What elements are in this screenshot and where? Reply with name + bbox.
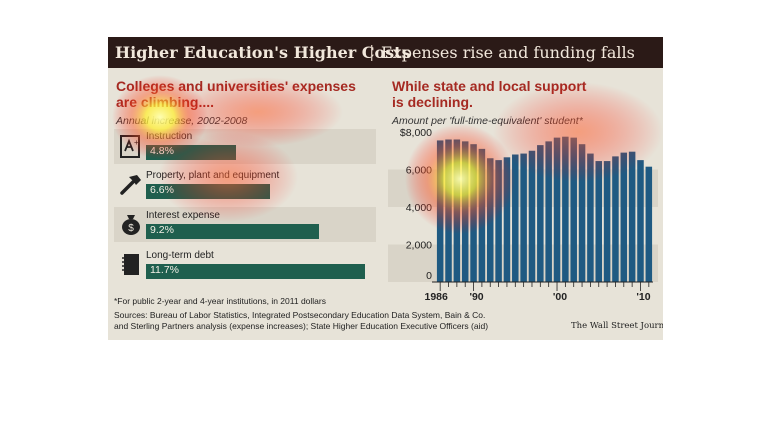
x-tick-label: 1986 [424, 291, 448, 303]
x-tick-label: '10 [636, 291, 650, 303]
expense-bar-debt [146, 264, 366, 279]
support-bar-2004 [587, 153, 594, 282]
footnote: *For public 2-year and 4-year institutio… [114, 296, 326, 306]
expense-value-property: 6.6% [150, 184, 174, 196]
left-heading-line1: Colleges and universities' expenses [116, 78, 356, 94]
support-bar-2003 [578, 144, 586, 282]
support-bar-2006 [603, 161, 611, 282]
sources-line1: Sources: Bureau of Labor Statistics, Int… [114, 310, 486, 320]
book-icon: + [120, 135, 140, 158]
support-bar-2007 [612, 156, 619, 282]
support-bar-2010 [637, 160, 644, 282]
support-bar-1996 [520, 153, 527, 282]
support-bar-2001 [562, 136, 569, 282]
support-bar-1993 [495, 160, 502, 282]
chart-x-ticks: 1986 '90 '00 '10 [424, 281, 653, 303]
support-bar-1991 [478, 148, 486, 282]
support-chart: 0 2,000 4,000 6,000 $8,000 1986 '90 '00 '10 [388, 127, 658, 303]
support-bar-1989 [461, 141, 469, 282]
support-bar-2005 [595, 161, 603, 282]
expense-label-interest: Interest expense [146, 210, 220, 221]
expense-label-property: Property, plant and equipment [146, 170, 280, 181]
expense-value-interest: 9.2% [150, 224, 174, 236]
support-bar-2008 [620, 152, 628, 282]
right-heading-line1: While state and local support [392, 78, 587, 94]
support-bar-2000 [553, 137, 561, 282]
hammer-icon [120, 175, 141, 195]
support-bar-1994 [503, 157, 511, 282]
title-subtitle: Expenses rise and funding falls [381, 43, 635, 62]
sources-line2: and Sterling Partners analysis (expense … [114, 321, 489, 331]
svg-text:$: $ [128, 223, 134, 234]
expense-bar-interest [146, 224, 319, 239]
support-bar-2009 [628, 151, 636, 282]
y-tick-label: $8,000 [400, 127, 432, 139]
svg-text:+: + [134, 138, 139, 147]
title-bar: Higher Education's Higher Costs | Expens… [108, 37, 663, 68]
main-title: Higher Education's Higher Costs [115, 43, 411, 62]
expense-label-debt: Long-term debt [146, 250, 214, 261]
y-tick-label: 4,000 [406, 202, 432, 214]
support-bar-1992 [486, 158, 494, 282]
money-bag-icon: $ [122, 215, 140, 235]
left-heading-line2: are climbing.... [116, 94, 215, 110]
notebook-icon [122, 254, 139, 275]
expense-value-instruction: 4.8% [150, 145, 174, 157]
infographic-card: Higher Education's Higher Costs | Expens… [108, 37, 663, 340]
support-bar-1997 [528, 150, 536, 282]
right-heading-line2: is declining. [392, 94, 473, 110]
credit: The Wall Street Journal [571, 321, 663, 331]
expense-value-debt: 11.7% [150, 264, 179, 276]
left-subheading: Annual increase, 2002-2008 [116, 115, 248, 127]
support-bar-1988 [453, 139, 461, 282]
x-tick-label: '90 [469, 291, 483, 303]
support-bar-2002 [570, 137, 577, 282]
support-bar-1995 [512, 154, 519, 282]
y-tick-label: 2,000 [406, 240, 432, 252]
support-bar-1998 [537, 145, 544, 282]
support-bar-2011 [645, 166, 653, 282]
title-separator: | [369, 42, 375, 61]
support-bar-1999 [545, 141, 552, 282]
x-tick-label: '00 [553, 291, 567, 303]
support-bar-1990 [470, 144, 477, 282]
expense-label-instruction: Instruction [146, 131, 193, 142]
support-bar-1986 [436, 140, 444, 282]
y-tick-label: 6,000 [406, 165, 432, 177]
y-tick-label: 0 [426, 270, 432, 282]
support-bar-1987 [445, 139, 452, 282]
